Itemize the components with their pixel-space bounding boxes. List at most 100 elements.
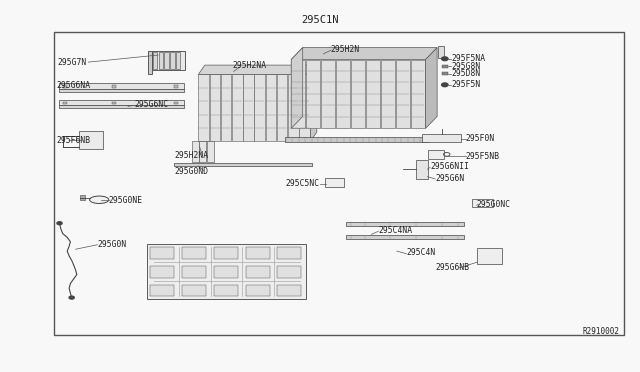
Bar <box>153 52 157 69</box>
Text: 295G8N: 295G8N <box>451 62 481 71</box>
Bar <box>221 74 232 141</box>
Text: 295H2NA: 295H2NA <box>174 151 208 160</box>
Bar <box>381 60 395 128</box>
Text: 295G6NII: 295G6NII <box>430 162 469 171</box>
Bar <box>182 266 206 278</box>
Text: 295F0N: 295F0N <box>466 134 495 143</box>
Bar <box>472 199 493 207</box>
Bar <box>477 248 502 264</box>
Polygon shape <box>291 48 437 60</box>
Bar <box>59 89 184 92</box>
Bar <box>277 285 301 296</box>
Bar <box>246 247 269 259</box>
Text: 295F6NB: 295F6NB <box>56 136 90 145</box>
Text: 295G6NC: 295G6NC <box>134 100 168 109</box>
Bar <box>200 141 206 162</box>
Bar <box>112 85 116 88</box>
Bar <box>351 60 365 128</box>
Text: 295G0NC: 295G0NC <box>477 200 511 209</box>
Text: 295G7N: 295G7N <box>58 58 87 67</box>
Bar <box>112 102 116 104</box>
Bar <box>150 247 175 259</box>
Bar <box>243 74 253 141</box>
Bar <box>346 235 464 239</box>
Bar <box>277 74 287 141</box>
Bar <box>164 52 169 69</box>
Text: 295H2NA: 295H2NA <box>232 61 267 70</box>
Bar <box>148 51 152 74</box>
Bar <box>411 60 425 128</box>
Bar <box>442 65 448 68</box>
Bar <box>207 141 214 162</box>
Circle shape <box>57 222 62 225</box>
Bar <box>321 60 335 128</box>
Bar <box>277 266 301 278</box>
Bar <box>306 60 321 128</box>
Bar <box>285 137 429 142</box>
Text: 295G0ND: 295G0ND <box>174 167 208 176</box>
Bar <box>198 74 209 141</box>
Bar <box>79 131 103 149</box>
Circle shape <box>69 296 74 299</box>
Bar <box>59 83 184 89</box>
Bar <box>288 74 298 141</box>
Bar <box>192 141 199 162</box>
Text: 295F5NA: 295F5NA <box>451 54 485 63</box>
Text: R2910002: R2910002 <box>582 327 620 336</box>
Bar <box>174 102 178 104</box>
Bar <box>174 85 178 88</box>
Bar <box>176 52 180 69</box>
Bar <box>152 51 185 70</box>
Bar <box>150 285 175 296</box>
Polygon shape <box>310 65 317 141</box>
Bar <box>246 285 269 296</box>
Text: 295G6NB: 295G6NB <box>435 263 469 272</box>
Circle shape <box>442 83 448 87</box>
Bar <box>336 60 350 128</box>
Bar <box>214 266 238 278</box>
Circle shape <box>442 57 448 61</box>
Bar <box>438 46 444 58</box>
Bar <box>428 150 444 159</box>
Text: 295G0NE: 295G0NE <box>109 196 143 205</box>
Bar <box>174 163 312 166</box>
Text: 295D8N: 295D8N <box>451 69 481 78</box>
Text: 295F5N: 295F5N <box>451 80 481 89</box>
Bar <box>182 285 206 296</box>
Bar <box>150 266 175 278</box>
Ellipse shape <box>90 196 109 203</box>
Bar <box>291 60 305 128</box>
Bar <box>246 266 269 278</box>
Text: 295C1N: 295C1N <box>301 16 339 25</box>
Bar <box>442 72 448 75</box>
Bar <box>182 247 206 259</box>
Bar <box>416 160 428 179</box>
Bar <box>422 134 461 142</box>
Bar <box>214 285 238 296</box>
Bar <box>254 74 265 141</box>
Bar <box>396 60 410 128</box>
Bar <box>170 52 175 69</box>
Text: 295H2N: 295H2N <box>331 45 360 54</box>
Bar <box>277 247 301 259</box>
Bar <box>210 74 220 141</box>
Polygon shape <box>198 65 317 74</box>
Bar <box>59 105 184 108</box>
Bar <box>80 195 85 200</box>
Bar <box>159 52 163 69</box>
Bar <box>300 74 310 141</box>
Bar <box>63 85 67 88</box>
Text: 295F5NB: 295F5NB <box>466 152 500 161</box>
Text: 295G6NA: 295G6NA <box>56 81 90 90</box>
Bar <box>54 32 624 335</box>
Polygon shape <box>426 48 437 128</box>
Bar <box>59 100 184 105</box>
Text: 295C5NC: 295C5NC <box>286 179 320 187</box>
Text: 295G6N: 295G6N <box>435 174 465 183</box>
Bar <box>147 244 306 299</box>
Bar <box>346 222 464 226</box>
Bar <box>266 74 276 141</box>
Bar <box>366 60 380 128</box>
Polygon shape <box>291 48 303 128</box>
Bar <box>325 178 344 187</box>
